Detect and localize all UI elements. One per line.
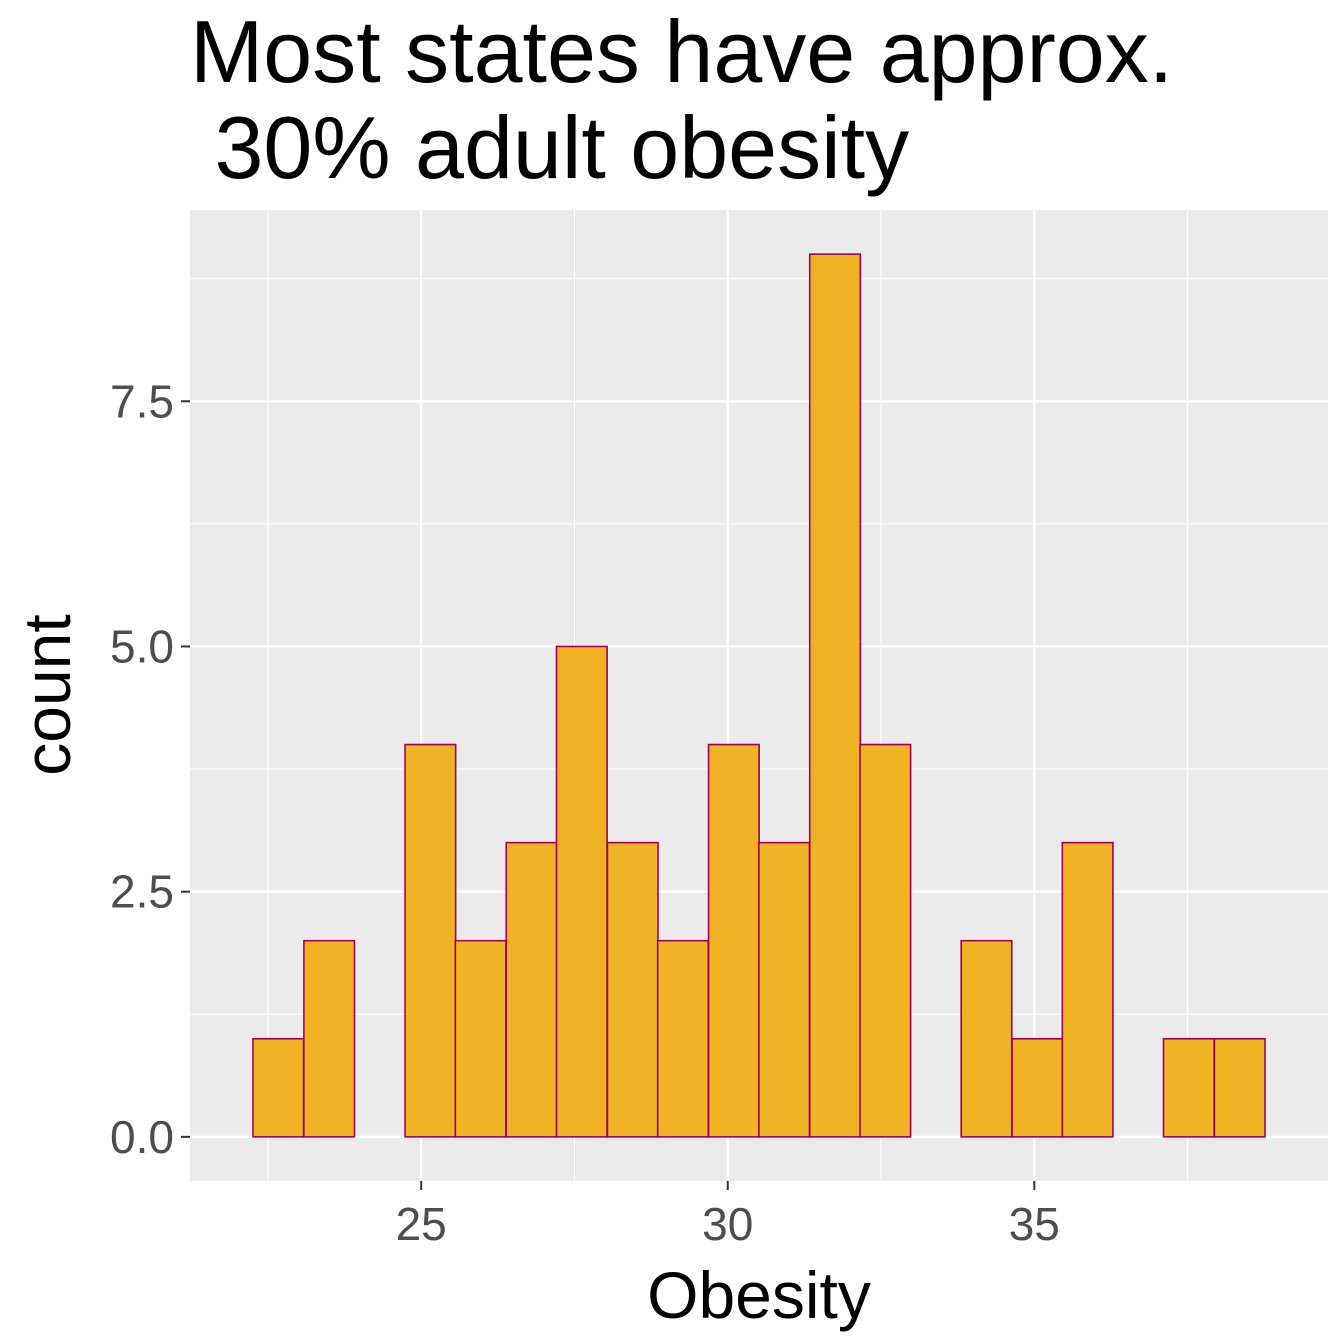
histogram-bars bbox=[252, 253, 1266, 1138]
x-axis: 25 30 35 bbox=[396, 1181, 1060, 1250]
histogram-bar bbox=[960, 939, 1013, 1138]
x-tick-label: 30 bbox=[702, 1198, 753, 1250]
y-axis-title: count bbox=[10, 614, 84, 775]
y-tick-label: 0.0 bbox=[110, 1111, 174, 1163]
histogram-bar bbox=[707, 743, 760, 1138]
histogram-bar bbox=[859, 743, 912, 1138]
histogram-bar bbox=[555, 645, 608, 1138]
histogram-bar bbox=[808, 253, 862, 1138]
x-tick-label: 35 bbox=[1009, 1198, 1060, 1250]
histogram-bar bbox=[252, 1037, 305, 1138]
x-axis-title: Obesity bbox=[647, 1258, 871, 1332]
histogram-bar bbox=[1061, 841, 1114, 1138]
y-tick-label: 2.5 bbox=[110, 866, 174, 918]
histogram-bar bbox=[1213, 1037, 1266, 1138]
histogram-bar bbox=[505, 841, 558, 1138]
y-tick-label: 5.0 bbox=[110, 620, 174, 672]
histogram-bar bbox=[656, 939, 710, 1138]
histogram-bar bbox=[606, 841, 659, 1138]
histogram-bar bbox=[454, 939, 507, 1138]
histogram-bar bbox=[303, 939, 356, 1138]
x-tick-label: 25 bbox=[396, 1198, 447, 1250]
histogram-bar bbox=[758, 841, 811, 1138]
histogram-bar bbox=[1011, 1037, 1064, 1138]
histogram-bar bbox=[1162, 1037, 1215, 1138]
histogram-bar bbox=[404, 743, 457, 1138]
chart-title-line-2: 30% adult obesity bbox=[190, 98, 909, 197]
chart-title-line-1: Most states have approx. bbox=[190, 2, 1173, 101]
y-tick-label: 7.5 bbox=[110, 375, 174, 427]
y-axis: 0.0 2.5 5.0 7.5 bbox=[110, 375, 190, 1163]
